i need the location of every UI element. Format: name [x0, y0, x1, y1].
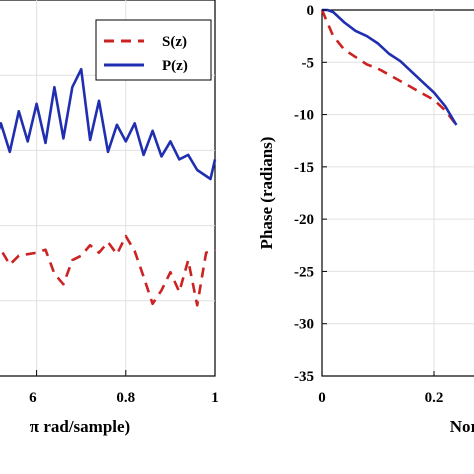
right-x-axis-label: Normali [450, 417, 474, 436]
right-y-tick-label: -5 [302, 55, 315, 71]
left-x-tick-label: 1 [211, 390, 219, 406]
right-plot-frame [321, 9, 474, 377]
right-grid [322, 10, 474, 376]
legend-label-p: P(z) [162, 58, 188, 74]
left-series-group [0, 67, 217, 307]
right-y-tick-label: -15 [294, 160, 314, 176]
right-series-group [320, 8, 458, 126]
right-x-ticks: 0 0.2 [318, 371, 443, 406]
right-y-tick-label: -35 [294, 369, 314, 385]
left-x-tick-label: 0.8 [116, 390, 135, 406]
right-x-tick-label: 0.2 [425, 390, 444, 406]
left-x-axis-label: π rad/sample) [30, 417, 130, 436]
right-y-tick-label: 0 [307, 3, 315, 19]
right-chart-panel: 0-5-10-15-20-25-30-35 0 0.2 Phase (radian… [257, 3, 474, 436]
legend: S(z) P(z) [95, 19, 212, 81]
right-y-tick-label: -30 [294, 317, 314, 333]
right-y-tick-label: -10 [294, 108, 314, 124]
right-y-axis-label: Phase (radians) [257, 137, 276, 250]
right-y-tick-label: -20 [294, 212, 314, 228]
left-series-s-line [0, 234, 216, 307]
legend-box [95, 19, 212, 81]
right-y-tick-label: -25 [294, 264, 314, 280]
left-chart-panel: 6 0.8 1 π rad/sample) S(z) P(z) [0, 0, 219, 436]
left-x-ticks: 6 0.8 1 [29, 370, 219, 406]
right-x-tick-label: 0 [318, 390, 326, 406]
left-x-tick-label: 6 [29, 390, 37, 406]
legend-label-s: S(z) [162, 34, 187, 50]
left-series-p-line [0, 67, 217, 181]
right-y-ticks: 0 -5 -10 -15 -20 -25 -30 -35 [294, 3, 327, 385]
right-series-p-line [322, 8, 458, 126]
